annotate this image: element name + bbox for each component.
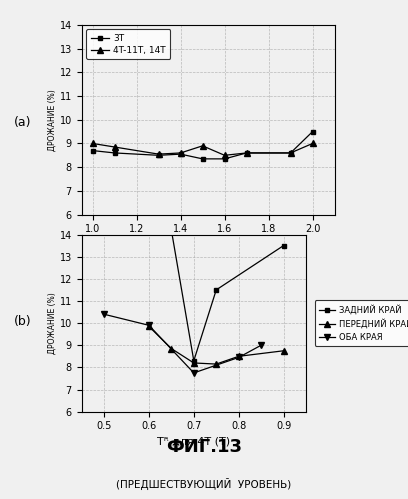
ПЕРЕДНИЙ КРАЙ	[169, 346, 174, 352]
ОБА КРАЯ	[191, 370, 196, 376]
3T	[244, 150, 249, 156]
3T	[112, 150, 117, 156]
4T-11T, 14T	[200, 143, 205, 149]
3T	[156, 152, 161, 158]
ПЕРЕДНИЙ КРАЙ	[214, 361, 219, 367]
ЗАДНИЙ КРАЙ	[281, 243, 286, 249]
Legend: 3T, 4T-11T, 14T: 3T, 4T-11T, 14T	[86, 29, 170, 59]
3T	[288, 150, 293, 156]
3T	[222, 156, 227, 162]
Line: ОБА КРАЯ: ОБА КРАЯ	[101, 311, 264, 376]
Y-axis label: ДРОЖАНИЕ (%): ДРОЖАНИЕ (%)	[48, 89, 57, 151]
ПЕРЕДНИЙ КРАЙ	[191, 360, 196, 366]
ПЕРЕДНИЙ КРАЙ	[236, 353, 241, 359]
ОБА КРАЯ	[146, 322, 151, 328]
Text: (b): (b)	[14, 315, 32, 328]
Text: (ПРЕДШЕСТВУЮЩИЙ  УРОВЕНЬ): (ПРЕДШЕСТВУЮЩИЙ УРОВЕНЬ)	[116, 478, 292, 490]
X-axis label: Tcl (Т): Tcl (Т)	[191, 240, 225, 250]
4T-11T, 14T	[244, 150, 249, 156]
Y-axis label: ДРОЖАНИЕ (%): ДРОЖАНИЕ (%)	[48, 292, 57, 354]
Line: 4T-11T, 14T: 4T-11T, 14T	[90, 141, 315, 158]
4T-11T, 14T	[156, 151, 161, 157]
3T	[310, 129, 315, 135]
Line: ПЕРЕДНИЙ КРАЙ: ПЕРЕДНИЙ КРАЙ	[146, 324, 286, 367]
ОБА КРАЯ	[259, 342, 264, 348]
3T	[90, 148, 95, 154]
Line: 3T: 3T	[90, 129, 315, 161]
ЗАДНИЙ КРАЙ	[169, 227, 174, 233]
4T-11T, 14T	[90, 141, 95, 147]
ОБА КРАЯ	[102, 311, 106, 317]
4T-11T, 14T	[178, 150, 183, 156]
ПЕРЕДНИЙ КРАЙ	[281, 348, 286, 354]
3T	[178, 151, 183, 157]
ЗАДНИЙ КРАЙ	[191, 358, 196, 364]
ЗАДНИЙ КРАЙ	[214, 287, 219, 293]
X-axis label: Tᴿ для 4T (Т): Tᴿ для 4T (Т)	[157, 437, 231, 447]
4T-11T, 14T	[310, 141, 315, 147]
4T-11T, 14T	[112, 144, 117, 150]
3T	[200, 156, 205, 162]
ПЕРЕДНИЙ КРАЙ	[146, 323, 151, 329]
4T-11T, 14T	[222, 152, 227, 158]
Line: ЗАДНИЙ КРАЙ: ЗАДНИЙ КРАЙ	[169, 228, 286, 363]
Text: (a): (a)	[14, 116, 32, 129]
Text: ФИГ.13: ФИГ.13	[166, 438, 242, 456]
ОБА КРАЯ	[236, 354, 241, 360]
4T-11T, 14T	[288, 150, 293, 156]
Legend: ЗАДНИЙ КРАЙ, ПЕРЕДНИЙ КРАЙ, ОБА КРАЯ: ЗАДНИЙ КРАЙ, ПЕРЕДНИЙ КРАЙ, ОБА КРАЯ	[315, 300, 408, 346]
